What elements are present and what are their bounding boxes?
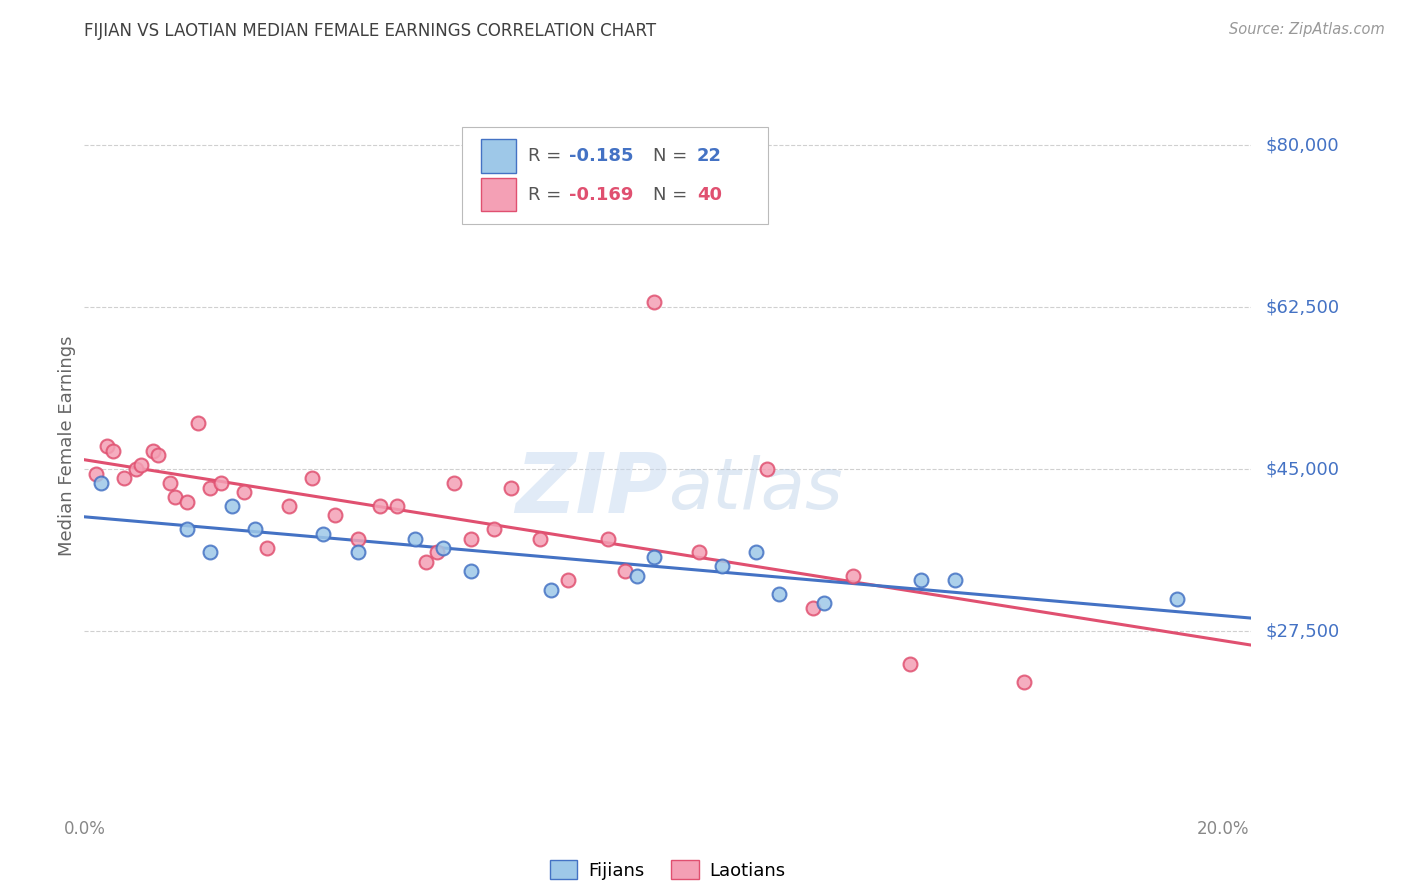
- Point: [443, 476, 465, 491]
- Point: [198, 545, 221, 559]
- Text: 40: 40: [697, 186, 723, 203]
- Point: [460, 564, 482, 578]
- Point: [129, 458, 152, 472]
- Point: [898, 657, 921, 671]
- Point: [90, 476, 112, 491]
- Point: [557, 574, 579, 588]
- Text: FIJIAN VS LAOTIAN MEDIAN FEMALE EARNINGS CORRELATION CHART: FIJIAN VS LAOTIAN MEDIAN FEMALE EARNINGS…: [84, 22, 657, 40]
- Point: [842, 568, 865, 582]
- Text: $62,500: $62,500: [1265, 298, 1340, 316]
- Point: [596, 532, 619, 546]
- Text: Source: ZipAtlas.com: Source: ZipAtlas.com: [1229, 22, 1385, 37]
- Point: [643, 295, 665, 310]
- Point: [323, 508, 346, 523]
- Text: R =: R =: [527, 186, 567, 203]
- Point: [312, 527, 335, 541]
- Point: [813, 596, 835, 610]
- Point: [159, 476, 181, 491]
- Legend: Fijians, Laotians: Fijians, Laotians: [543, 853, 793, 887]
- Point: [148, 448, 170, 462]
- Point: [198, 481, 221, 495]
- Point: [256, 541, 278, 555]
- Text: N =: N =: [654, 186, 693, 203]
- Point: [768, 587, 790, 601]
- Point: [176, 494, 198, 508]
- Point: [688, 545, 710, 559]
- Point: [142, 443, 165, 458]
- Text: atlas: atlas: [668, 456, 842, 524]
- Point: [243, 522, 266, 536]
- Point: [614, 564, 637, 578]
- Text: $27,500: $27,500: [1265, 623, 1340, 640]
- Point: [540, 582, 562, 597]
- Point: [426, 545, 449, 559]
- Point: [209, 476, 232, 491]
- Point: [346, 545, 368, 559]
- Point: [943, 574, 966, 588]
- Point: [404, 532, 426, 546]
- Point: [176, 522, 198, 536]
- Point: [710, 559, 733, 574]
- Point: [801, 601, 824, 615]
- Point: [910, 574, 932, 588]
- Text: 22: 22: [697, 147, 723, 165]
- Point: [124, 462, 146, 476]
- Point: [96, 439, 118, 453]
- Point: [415, 555, 437, 569]
- Point: [370, 499, 392, 513]
- Point: [278, 499, 301, 513]
- Point: [346, 532, 368, 546]
- Point: [1166, 591, 1188, 606]
- Point: [84, 467, 107, 481]
- Y-axis label: Median Female Earnings: Median Female Earnings: [58, 335, 76, 557]
- Text: R =: R =: [527, 147, 567, 165]
- Point: [187, 416, 209, 430]
- Point: [387, 499, 409, 513]
- Point: [626, 568, 648, 582]
- Point: [112, 471, 135, 485]
- Point: [221, 499, 243, 513]
- Point: [643, 550, 665, 565]
- Point: [501, 481, 523, 495]
- Point: [529, 532, 551, 546]
- Text: $80,000: $80,000: [1265, 136, 1339, 154]
- Point: [460, 532, 482, 546]
- Point: [301, 471, 323, 485]
- Point: [232, 485, 254, 500]
- Text: -0.169: -0.169: [568, 186, 633, 203]
- Point: [165, 490, 187, 504]
- Point: [1012, 675, 1035, 690]
- Text: N =: N =: [654, 147, 693, 165]
- Text: -0.185: -0.185: [568, 147, 633, 165]
- Point: [745, 545, 768, 559]
- Point: [101, 443, 124, 458]
- Point: [756, 462, 779, 476]
- Point: [484, 522, 506, 536]
- Point: [432, 541, 454, 555]
- Text: $45,000: $45,000: [1265, 460, 1340, 478]
- Text: ZIP: ZIP: [515, 450, 668, 531]
